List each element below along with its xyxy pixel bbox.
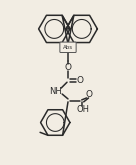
Text: OH: OH [76, 105, 89, 114]
Text: O: O [76, 76, 83, 85]
FancyBboxPatch shape [60, 42, 76, 52]
Text: O: O [85, 90, 92, 99]
Text: Abs: Abs [63, 45, 73, 50]
Text: O: O [64, 63, 72, 72]
Text: NH: NH [49, 87, 62, 96]
